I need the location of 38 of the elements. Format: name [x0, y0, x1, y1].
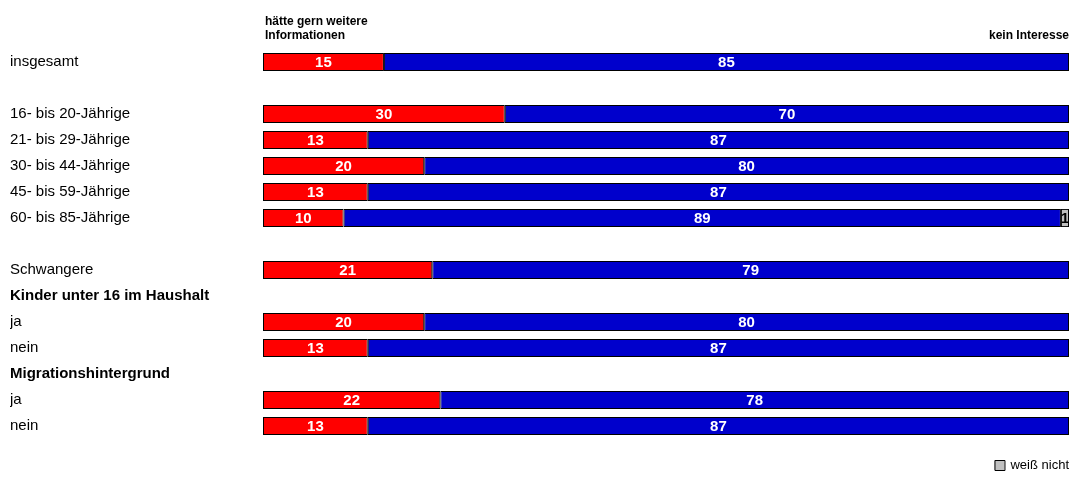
data-label: 89	[693, 209, 711, 227]
data-label: 85	[718, 53, 735, 71]
y-tick-label: 21- bis 29-Jährige	[10, 130, 131, 148]
y-tick-label: insgesamt	[10, 52, 80, 70]
data-label: 13	[307, 417, 324, 435]
data-label: 13	[307, 183, 324, 201]
y-tick-label: 16- bis 20-Jährige	[10, 104, 131, 122]
data-label: 20	[335, 157, 352, 175]
data-label: 87	[710, 131, 727, 149]
data-label: 79	[742, 261, 759, 279]
data-label: 15	[315, 53, 332, 71]
data-label: 78	[746, 391, 763, 409]
data-label: 20	[335, 313, 352, 331]
data-label: 10	[294, 209, 312, 227]
data-label: 87	[710, 339, 727, 357]
y-tick-label: nein	[10, 338, 39, 356]
data-label: 13	[307, 339, 324, 357]
data-label: 80	[738, 157, 755, 175]
data-label: 30	[375, 105, 393, 123]
y-tick-label: ja	[9, 312, 23, 330]
data-label: 80	[738, 313, 755, 331]
y-tick-label: 30- bis 44-Jährige	[10, 156, 131, 174]
y-tick-label: Schwangere	[10, 260, 94, 278]
y-tick-label: 45- bis 59-Jährige	[10, 182, 131, 200]
data-label: 70	[778, 105, 796, 123]
y-tick-label: 60- bis 85-Jährige	[10, 208, 131, 226]
y-tick-label: Kinder unter 16 im Haushalt	[10, 286, 210, 304]
y-tick-label: ja	[9, 390, 23, 408]
series-label: kein Interesse	[988, 28, 1070, 42]
data-label: 22	[343, 391, 360, 409]
data-label: 87	[710, 417, 727, 435]
series-label: hätte gern weitere Informationen	[265, 14, 369, 42]
data-label: 87	[710, 183, 727, 201]
y-tick-label: nein	[10, 416, 39, 434]
legend-label: weiß nicht	[1009, 456, 1070, 472]
data-label: 21	[339, 261, 356, 279]
data-label: 13	[307, 131, 324, 149]
y-tick-label: Migrationshintergrund	[10, 364, 170, 382]
